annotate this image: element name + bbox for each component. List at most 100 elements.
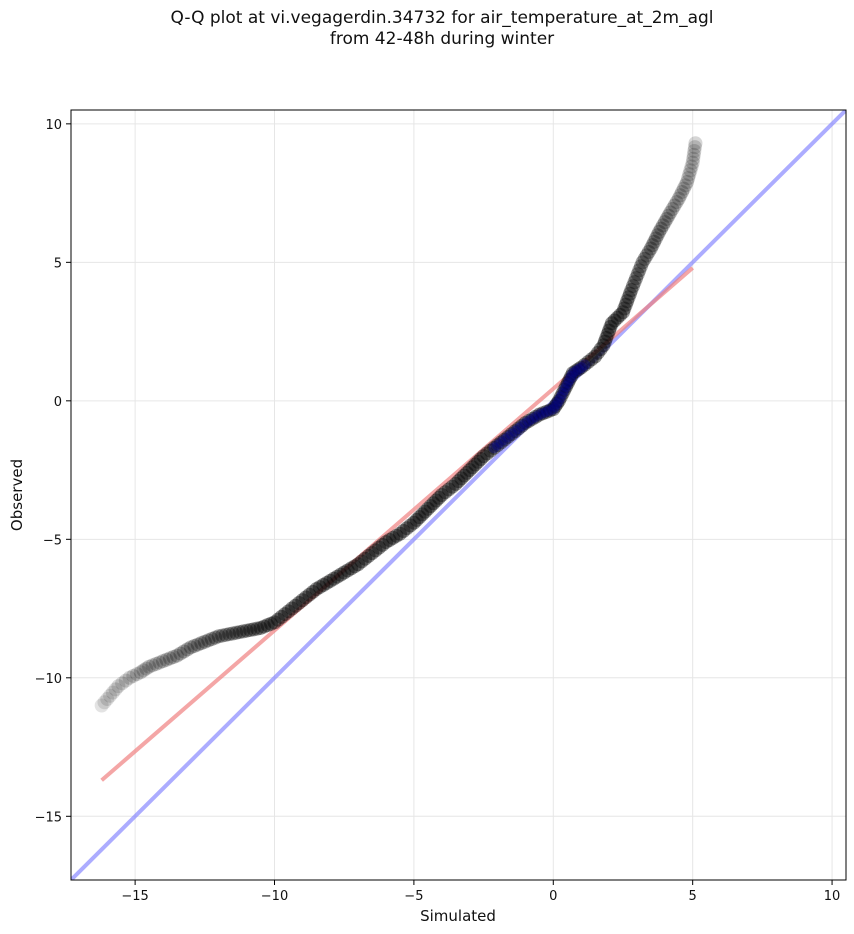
qq-point <box>685 155 700 170</box>
qq-point <box>361 548 376 563</box>
qq-point <box>403 518 418 533</box>
qq-point <box>197 634 212 649</box>
qq-point-center <box>540 406 552 418</box>
qq-point <box>418 504 433 519</box>
qq-point <box>643 241 658 256</box>
qq-point <box>260 618 275 633</box>
qq-point <box>358 551 373 566</box>
qq-point <box>166 650 181 665</box>
qq-point <box>441 482 456 497</box>
qq-point <box>539 404 554 419</box>
qq-point-center <box>537 407 549 419</box>
qq-point <box>257 619 272 634</box>
qq-point <box>142 659 157 674</box>
qq-point <box>682 167 697 182</box>
qq-point <box>602 323 617 338</box>
qq-point <box>532 407 547 422</box>
qq-point <box>624 283 639 298</box>
chart-subtitle: from 42-48h during winter <box>329 29 555 49</box>
qq-point <box>525 411 540 426</box>
qq-point <box>145 658 160 673</box>
qq-point <box>596 338 611 353</box>
data-points <box>94 136 703 713</box>
qq-point <box>553 390 568 405</box>
qq-point <box>641 244 656 259</box>
qq-point <box>180 642 195 657</box>
qq-point <box>208 630 223 645</box>
qq-point-center <box>558 384 570 396</box>
qq-point <box>347 559 362 574</box>
qq-point <box>648 231 663 246</box>
qq-point <box>379 535 394 550</box>
qq-point <box>514 418 529 433</box>
qq-point-center <box>505 428 517 440</box>
qq-point <box>445 479 460 494</box>
qq-point <box>494 435 509 450</box>
qq-point <box>542 403 557 418</box>
qq-point <box>604 316 619 331</box>
qq-point <box>291 596 306 611</box>
qq-point <box>396 524 411 539</box>
grid <box>71 110 846 880</box>
qq-point <box>550 396 565 411</box>
qq-point <box>620 294 635 309</box>
qq-point <box>215 628 230 643</box>
qq-point-center <box>553 395 565 407</box>
qq-point <box>267 615 282 630</box>
qq-point <box>622 286 637 301</box>
qq-point <box>560 376 575 391</box>
qq-point <box>225 626 240 641</box>
qq-point <box>625 279 640 294</box>
qq-point <box>607 313 622 328</box>
fit-line <box>100 266 694 782</box>
qq-point <box>633 259 648 274</box>
qq-point <box>415 507 430 522</box>
qq-point <box>155 654 170 669</box>
qq-point <box>375 537 390 552</box>
chart-title-block: Q-Q plot at vi.vegagerdin.34732 for air_… <box>0 8 854 50</box>
qq-point <box>105 685 120 700</box>
qq-point <box>448 476 463 491</box>
qq-point <box>288 598 303 613</box>
qq-point-center <box>560 380 572 392</box>
qq-point <box>615 305 630 320</box>
qq-point-center <box>533 409 545 421</box>
y-tick-label: 10 <box>45 118 62 133</box>
qq-point <box>581 355 596 370</box>
qq-point <box>368 543 383 558</box>
y-tick-label: −15 <box>35 810 62 825</box>
qq-point <box>528 409 543 424</box>
qq-point <box>521 413 536 428</box>
qq-point <box>406 515 421 530</box>
qq-point <box>232 625 247 640</box>
reference-lines <box>71 110 846 880</box>
qq-point <box>312 580 327 595</box>
qq-point <box>584 352 599 367</box>
qq-point <box>459 465 474 480</box>
qq-point-center <box>526 413 538 425</box>
qq-point-center <box>575 362 587 374</box>
qq-point-center <box>495 436 507 448</box>
qq-point <box>162 651 177 666</box>
qq-point <box>426 496 441 511</box>
qq-point <box>139 661 154 676</box>
x-tick-label: 5 <box>689 889 697 904</box>
qq-point <box>149 656 164 671</box>
qq-point <box>683 163 698 178</box>
qq-point <box>183 640 198 655</box>
qq-point <box>365 546 380 561</box>
qq-point <box>115 676 130 691</box>
qq-point <box>118 673 133 688</box>
qq-point <box>389 528 404 543</box>
qq-point <box>100 692 115 707</box>
qq-point-center <box>551 398 563 410</box>
qq-point <box>434 488 449 502</box>
y-tick-label: 5 <box>54 256 62 271</box>
qq-point <box>652 224 667 239</box>
qq-point <box>281 604 296 619</box>
qq-point-center <box>509 425 521 437</box>
qq-point <box>518 415 533 430</box>
qq-point-center <box>567 367 579 379</box>
qq-point <box>654 221 669 236</box>
plot-frame <box>70 109 847 881</box>
